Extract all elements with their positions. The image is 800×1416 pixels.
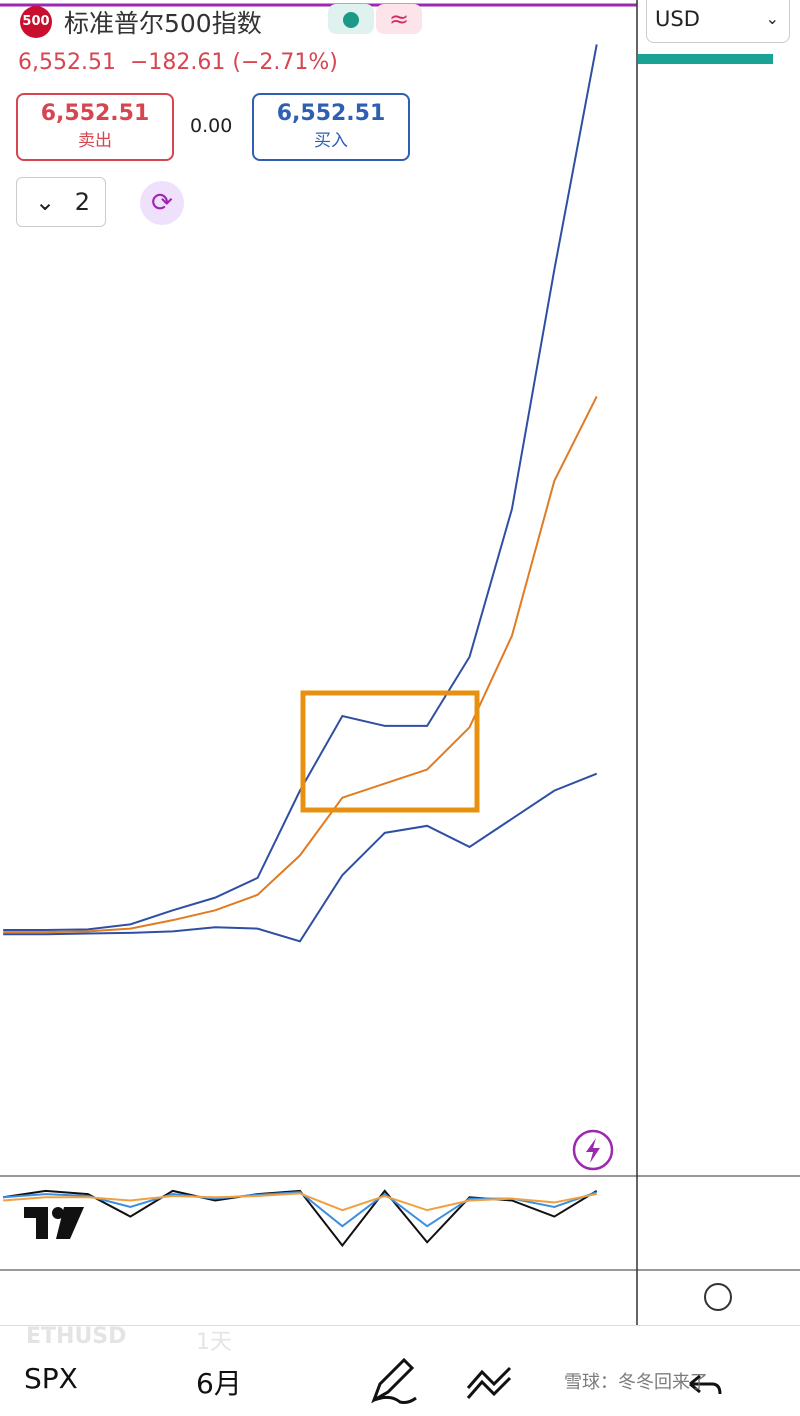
toolbar-icons bbox=[371, 1357, 722, 1404]
tv-logo bbox=[24, 1207, 84, 1239]
status-pill bbox=[328, 4, 374, 34]
indicator-line bbox=[3, 395, 598, 934]
ghost-symbol: ETHUSD bbox=[26, 1324, 127, 1349]
price-tag bbox=[638, 54, 773, 64]
layout-dropdown[interactable]: ⌄ 2 bbox=[16, 177, 106, 227]
plot-bg bbox=[0, 0, 637, 1325]
refresh-button[interactable]: ⟳ bbox=[140, 181, 184, 225]
interval[interactable]: 6月 bbox=[196, 1367, 242, 1400]
change: −182.61 (−2.71%) bbox=[129, 50, 338, 75]
realtime-pill[interactable]: ≈ bbox=[376, 4, 422, 34]
layout-count: 2 bbox=[74, 188, 91, 216]
watermark: 雪球：冬冬回来了 bbox=[564, 1372, 708, 1393]
highlight-box bbox=[300, 690, 480, 813]
indicator-line bbox=[3, 772, 598, 943]
header-bar: 500 标准普尔500指数 ≈ bbox=[0, 0, 637, 42]
indicator-line bbox=[3, 44, 598, 932]
buy-price: 6,552.51 bbox=[276, 101, 386, 126]
toolbar: ETHUSD 1天 SPX 6月 雪球：冬冬回来了 bbox=[0, 1324, 800, 1416]
symbol[interactable]: SPX bbox=[24, 1362, 78, 1395]
draw-icon[interactable] bbox=[371, 1357, 417, 1404]
indicator-icon[interactable] bbox=[466, 1366, 512, 1399]
buy-button[interactable]: 6,552.51 买入 bbox=[252, 93, 410, 161]
symbol-badge: 500 bbox=[20, 6, 52, 38]
price: 6,552.51 bbox=[18, 50, 116, 75]
undo-icon[interactable] bbox=[689, 1374, 722, 1395]
sell-button[interactable]: 6,552.51 卖出 bbox=[16, 93, 174, 161]
symbol-title: 标准普尔500指数 bbox=[64, 9, 262, 38]
settings-icon[interactable] bbox=[704, 1283, 732, 1311]
indicator-line bbox=[3, 1192, 597, 1212]
price-line-text: 6,552.51 −182.61 (−2.71%) bbox=[18, 50, 338, 75]
currency-select[interactable]: USD ⌄ bbox=[646, 0, 790, 43]
chart bbox=[0, 0, 800, 1325]
sell-price: 6,552.51 bbox=[40, 101, 150, 126]
currency: USD bbox=[655, 7, 700, 31]
lightning-icon bbox=[586, 1138, 600, 1163]
spread: 0.00 bbox=[190, 115, 233, 137]
buy-label: 买入 bbox=[314, 131, 348, 151]
ghost-interval: 1天 bbox=[196, 1330, 232, 1355]
sell-label: 卖出 bbox=[78, 131, 112, 151]
